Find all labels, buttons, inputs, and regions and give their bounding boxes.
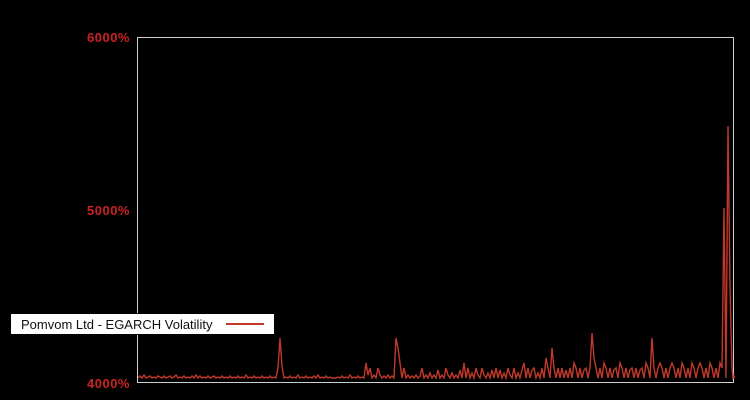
- y-tick-label-4000: 4000%: [0, 376, 130, 391]
- legend-label: Pomvom Ltd - EGARCH Volatility: [21, 317, 212, 332]
- chart-root: 6000% 5000% 4000% 3000% 2000% 1000% 0% P…: [0, 0, 750, 400]
- chart-legend: Pomvom Ltd - EGARCH Volatility: [10, 313, 275, 335]
- y-tick-label-5000: 5000%: [0, 203, 130, 218]
- y-tick-label-6000: 6000%: [0, 30, 130, 45]
- legend-line-swatch: [226, 323, 264, 325]
